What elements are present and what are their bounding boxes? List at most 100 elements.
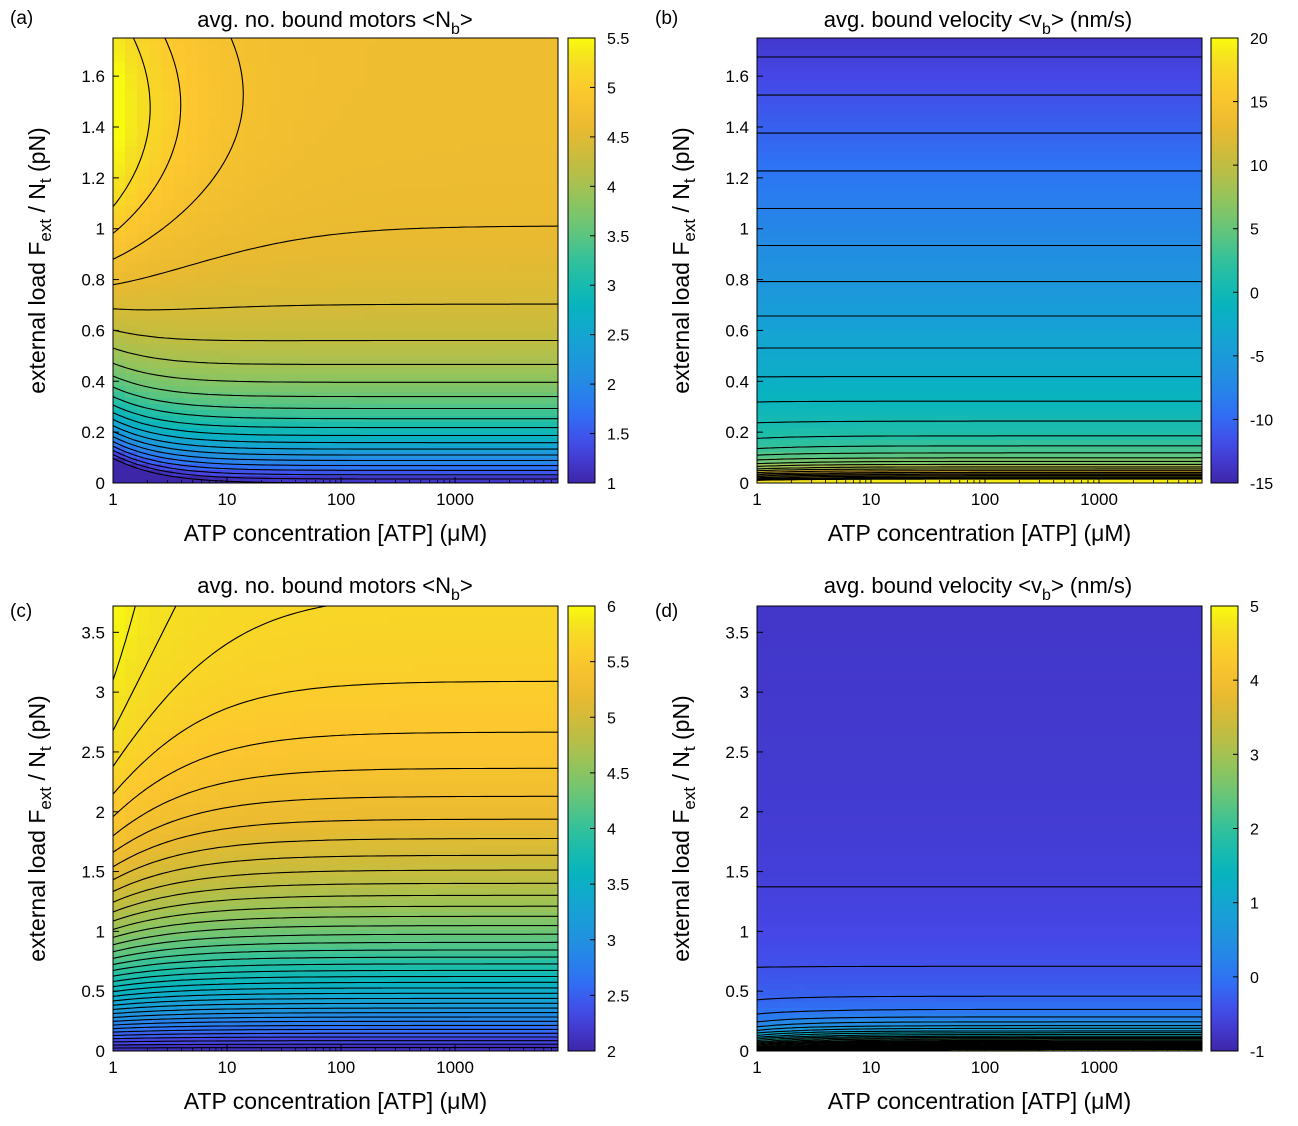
heatmap-cell <box>497 368 510 375</box>
heatmap-cell <box>913 200 926 207</box>
heatmap-cell <box>173 254 186 261</box>
heatmap-cell <box>521 404 534 411</box>
heatmap-cell <box>853 188 866 195</box>
heatmap-cell <box>985 116 998 123</box>
heatmap-cell <box>817 344 830 351</box>
heatmap-cell <box>985 266 998 273</box>
heatmap-cell <box>533 182 546 189</box>
heatmap-cell <box>137 296 150 303</box>
heatmap-cell <box>257 152 270 159</box>
heatmap-cell <box>1021 272 1034 279</box>
heatmap-cell <box>209 224 222 231</box>
heatmap-cell <box>257 128 270 135</box>
heatmap-cell <box>509 134 522 141</box>
heatmap-cell <box>137 410 150 417</box>
heatmap-cell <box>485 158 498 165</box>
heatmap-cell <box>509 188 522 195</box>
heatmap-cell <box>1105 266 1118 273</box>
heatmap-cell <box>1105 140 1118 147</box>
heatmap-cell <box>997 266 1010 273</box>
heatmap-cell <box>973 128 986 135</box>
heatmap-cell <box>137 212 150 219</box>
heatmap-cell <box>161 62 174 69</box>
heatmap-cell <box>449 410 462 417</box>
heatmap-cell <box>377 86 390 93</box>
heatmap-cell <box>497 254 510 261</box>
heatmap-cell <box>365 104 378 111</box>
heatmap-cell <box>233 374 246 381</box>
heatmap-cell <box>305 128 318 135</box>
heatmap-cell <box>461 206 474 213</box>
heatmap-cell <box>1057 56 1070 63</box>
heatmap-cell <box>413 86 426 93</box>
heatmap-cell <box>437 170 450 177</box>
heatmap-cell <box>841 140 854 147</box>
heatmap-cell <box>437 404 450 411</box>
heatmap-cell <box>365 38 378 45</box>
heatmap-cell <box>341 308 354 315</box>
heatmap-cell <box>533 212 546 219</box>
heatmap-cell <box>925 170 938 177</box>
heatmap-cell <box>113 278 126 285</box>
heatmap-cell <box>401 242 414 249</box>
heatmap-cell <box>1141 290 1154 297</box>
heatmap-cell <box>185 284 198 291</box>
heatmap-cell <box>389 236 402 243</box>
heatmap-cell <box>113 140 126 147</box>
heatmap-cell <box>1129 110 1142 117</box>
heatmap-cell <box>125 80 138 87</box>
heatmap-cell <box>125 386 138 393</box>
heatmap-cell <box>245 398 258 405</box>
heatmap-cell <box>293 194 306 201</box>
heatmap-cell <box>485 230 498 237</box>
heatmap-cell <box>949 86 962 93</box>
heatmap-cell <box>113 326 126 333</box>
heatmap-cell <box>805 338 818 345</box>
heatmap-cell <box>173 320 186 327</box>
heatmap-cell <box>1165 272 1178 279</box>
heatmap-cell <box>245 422 258 429</box>
heatmap-cell <box>1057 224 1070 231</box>
heatmap-cell <box>173 176 186 183</box>
heatmap-cell <box>293 92 306 99</box>
heatmap-cell <box>521 38 534 45</box>
heatmap-cell <box>209 236 222 243</box>
heatmap-cell <box>817 218 830 225</box>
heatmap-cell <box>461 116 474 123</box>
heatmap-cell <box>973 50 986 57</box>
heatmap-cell <box>901 338 914 345</box>
heatmap-cell <box>1189 86 1202 93</box>
heatmap-cell <box>961 302 974 309</box>
heatmap-cell <box>305 74 318 81</box>
heatmap-cell <box>1045 302 1058 309</box>
heatmap-cell <box>281 284 294 291</box>
heatmap-cell <box>125 146 138 153</box>
heatmap-cell <box>317 362 330 369</box>
heatmap-cell <box>533 326 546 333</box>
heatmap-cell <box>1045 170 1058 177</box>
heatmap-cell <box>853 326 866 333</box>
heatmap-cell <box>1057 314 1070 321</box>
heatmap-cell <box>521 326 534 333</box>
heatmap-cell <box>497 302 510 309</box>
heatmap-cell <box>925 308 938 315</box>
heatmap-cell <box>889 266 902 273</box>
heatmap-cell <box>161 254 174 261</box>
heatmap-cell <box>365 422 378 429</box>
heatmap-cell <box>973 224 986 231</box>
heatmap-cell <box>485 242 498 249</box>
heatmap-cell <box>1057 350 1070 357</box>
heatmap-cell <box>913 356 926 363</box>
heatmap-cell <box>961 104 974 111</box>
heatmap-cell <box>365 110 378 117</box>
heatmap-cell <box>961 332 974 339</box>
heatmap-cell <box>353 212 366 219</box>
heatmap-cell <box>317 236 330 243</box>
heatmap-cell <box>889 332 902 339</box>
heatmap-cell <box>1117 176 1130 183</box>
heatmap-cell <box>305 110 318 117</box>
heatmap-cell <box>1057 98 1070 105</box>
heatmap-cell <box>985 248 998 255</box>
heatmap-cell <box>473 236 486 243</box>
heatmap-cell <box>197 314 210 321</box>
